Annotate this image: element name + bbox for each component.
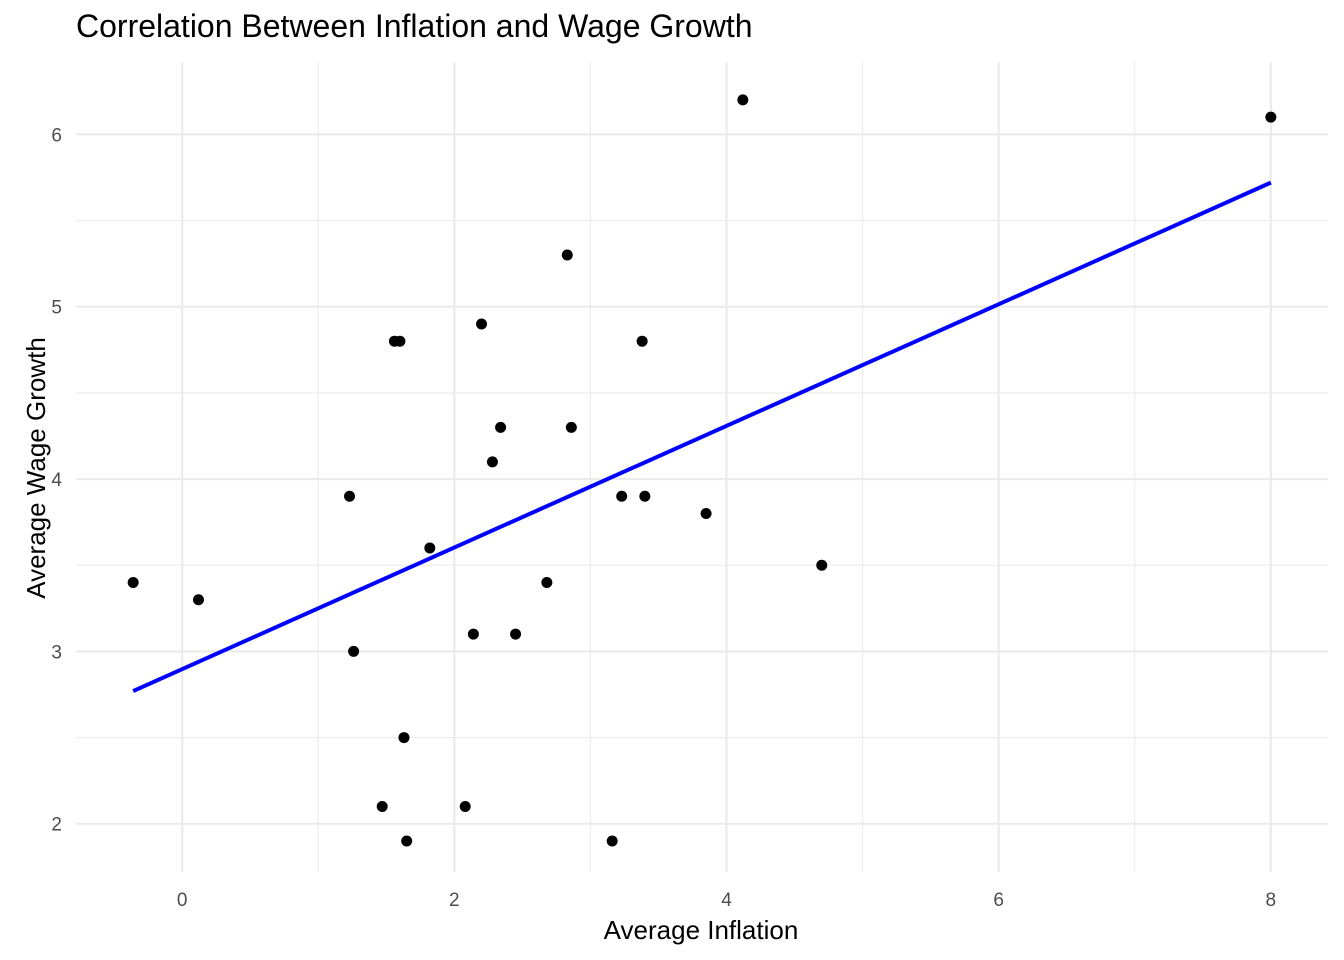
data-point: [424, 542, 436, 554]
y-axis-title: Average Wage Growth: [21, 337, 51, 599]
x-tick-label: 8: [1266, 890, 1277, 911]
data-point: [510, 628, 522, 640]
data-point: [486, 456, 498, 468]
data-point: [344, 490, 356, 502]
data-point: [127, 576, 139, 588]
minor-grid-lines: [76, 62, 1328, 872]
data-point: [459, 801, 471, 813]
data-point: [467, 628, 479, 640]
trend-line-layer: [132, 180, 1272, 693]
y-tick-label: 3: [51, 642, 62, 663]
data-point: [192, 594, 204, 606]
x-tick-label: 6: [993, 890, 1004, 911]
data-point: [495, 421, 507, 433]
y-tick-label: 6: [51, 125, 62, 146]
data-point: [401, 835, 413, 847]
data-points-layer: [127, 94, 1277, 847]
data-point: [700, 508, 712, 520]
x-tick-label: 2: [449, 890, 460, 911]
data-point: [561, 249, 573, 261]
data-point: [348, 645, 360, 657]
y-axis-ticks: 2 3 4 5 6: [51, 125, 62, 835]
y-tick-label: 2: [51, 815, 62, 836]
data-point: [1265, 111, 1277, 123]
x-tick-label: 0: [177, 890, 188, 911]
x-axis-title: Average Inflation: [604, 915, 799, 945]
data-point: [816, 559, 828, 571]
data-point: [376, 801, 388, 813]
x-axis-ticks: 0 2 4 6 8: [177, 890, 1276, 911]
y-tick-label: 4: [51, 470, 62, 491]
data-point: [636, 335, 648, 347]
data-point: [394, 335, 406, 347]
data-point: [476, 318, 488, 330]
data-point: [639, 490, 651, 502]
chart-title: Correlation Between Inflation and Wage G…: [76, 8, 753, 44]
data-point: [616, 490, 628, 502]
major-grid-lines: [76, 62, 1328, 872]
y-tick-label: 5: [51, 298, 62, 319]
data-point: [606, 835, 618, 847]
data-point: [398, 732, 410, 744]
data-point: [737, 94, 749, 106]
data-point: [541, 576, 553, 588]
x-tick-label: 4: [721, 890, 732, 911]
trend-line: [132, 180, 1272, 693]
data-point: [565, 421, 577, 433]
